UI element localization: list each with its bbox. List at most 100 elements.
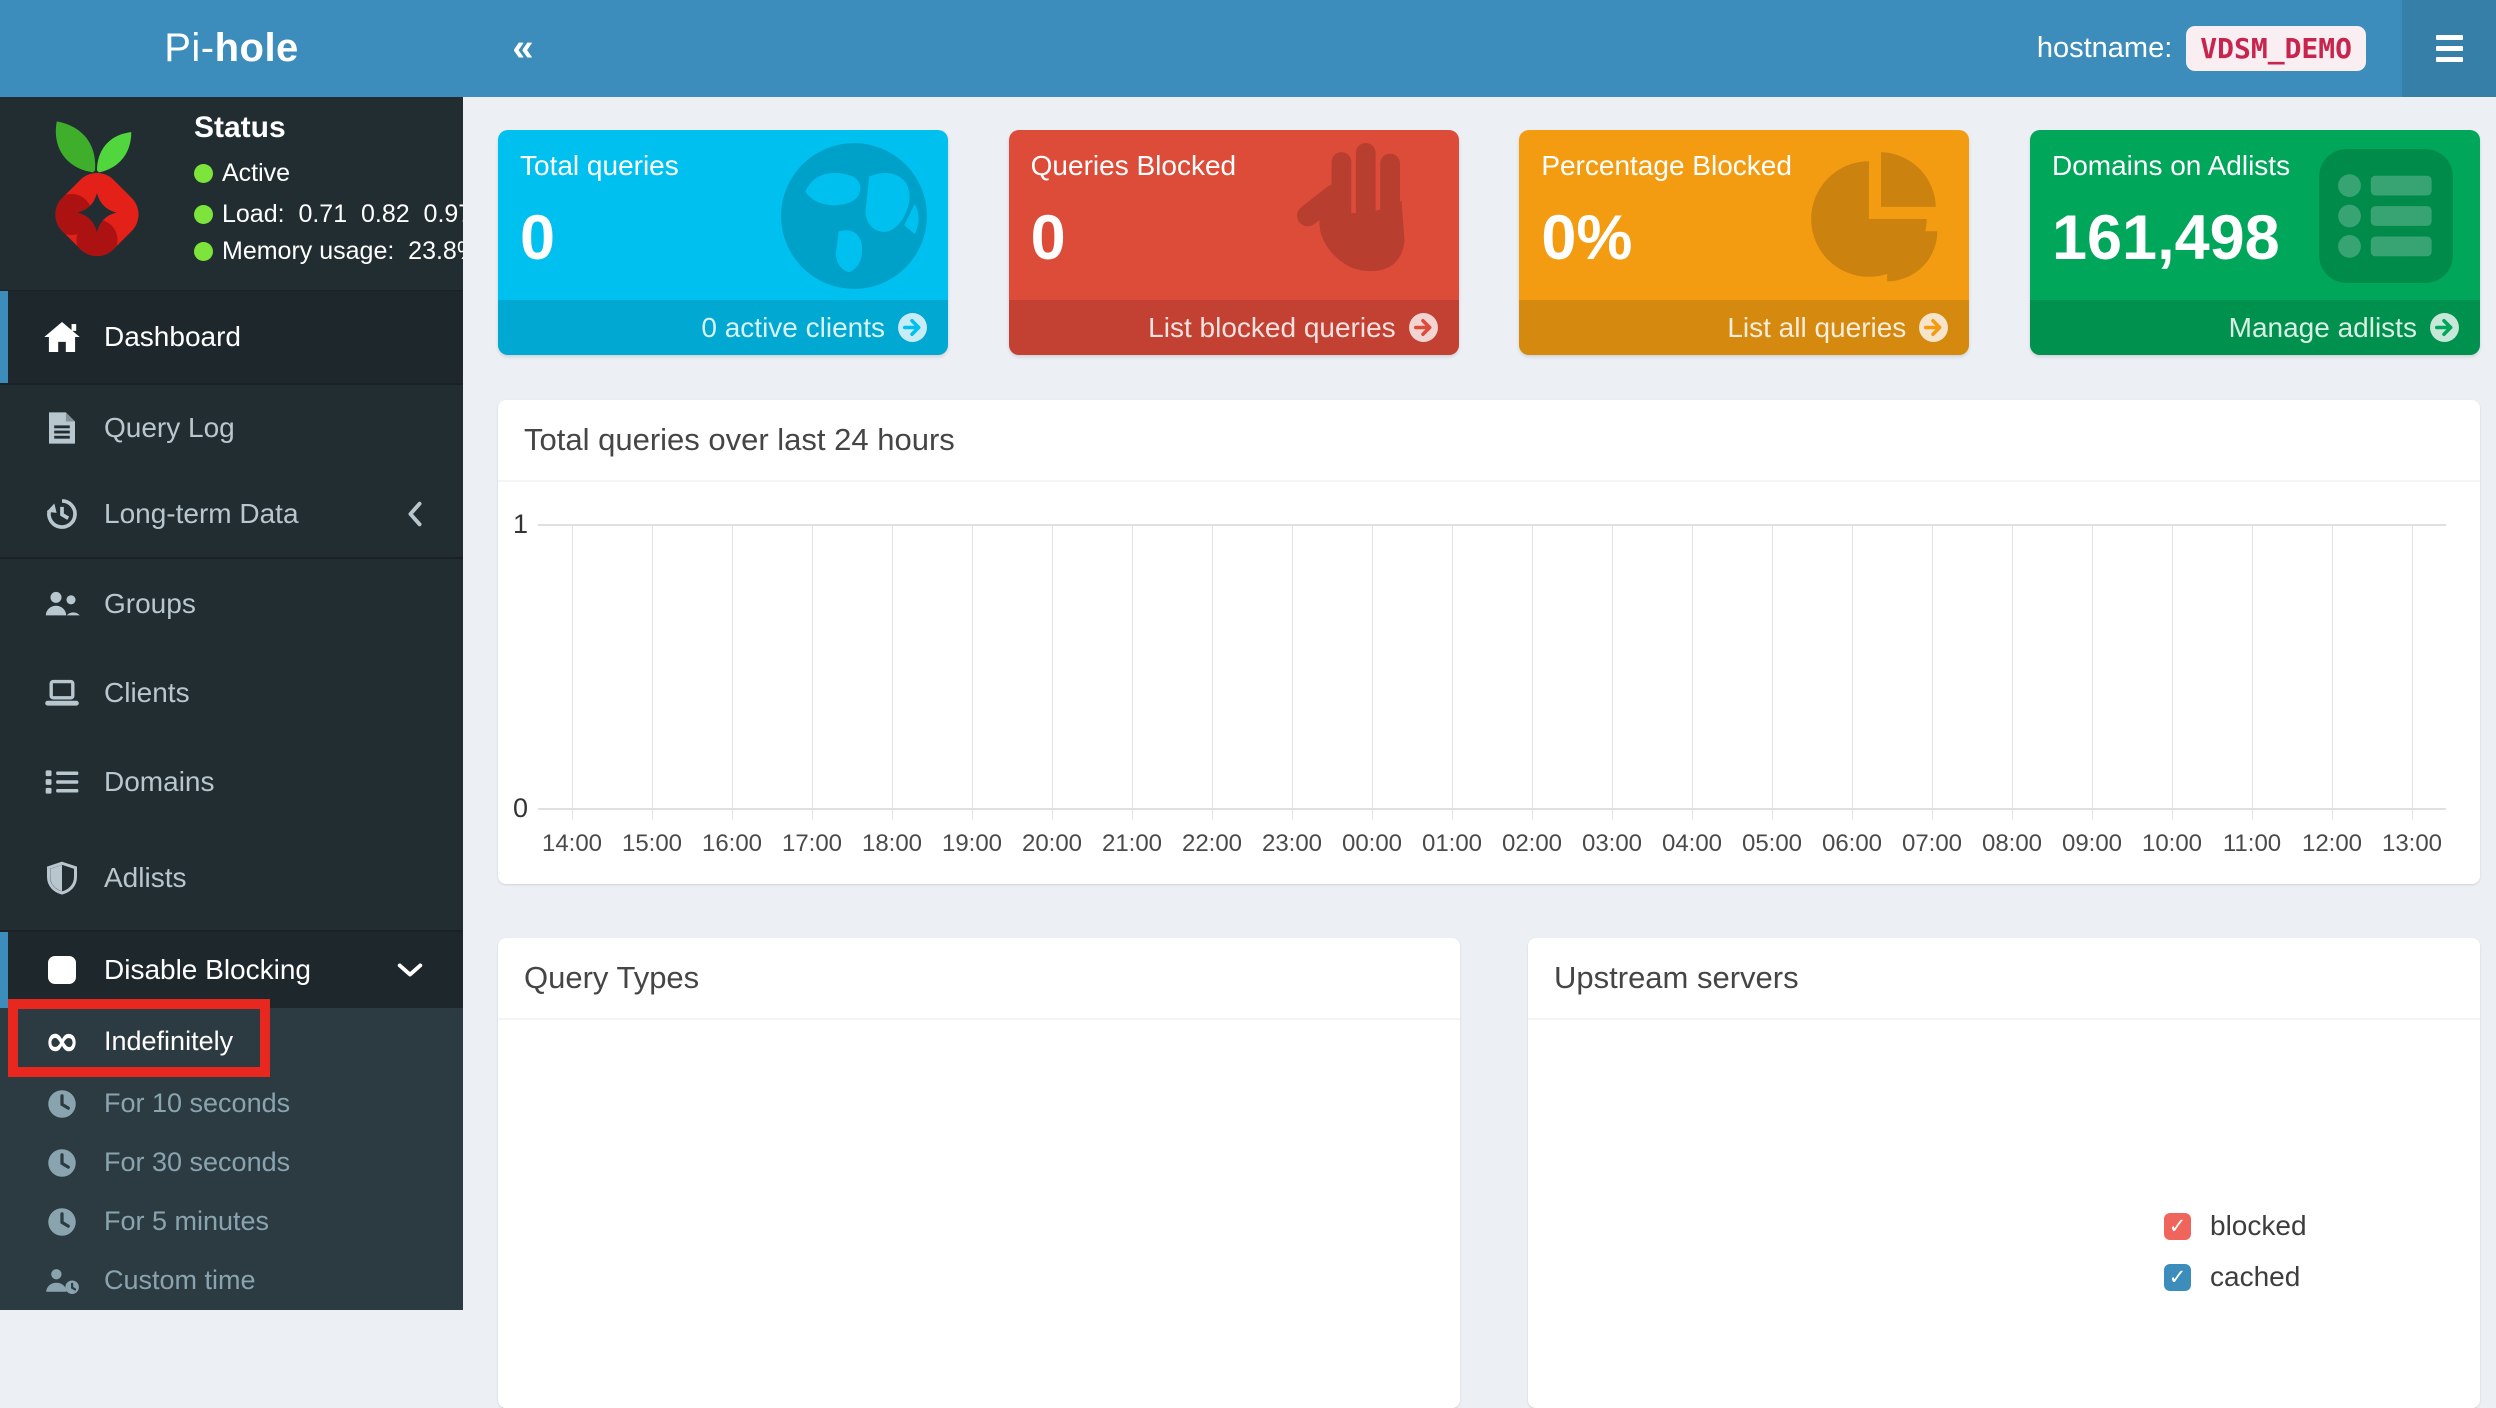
gridline-vertical [1852,524,1853,820]
sidebar-menu: Dashboard Query Log Long-term Data Group… [0,291,463,1008]
sidebar-item-long-term-data[interactable]: Long-term Data [0,470,463,557]
raspberry-logo-icon [50,121,139,261]
card-title: Queries Blocked [1030,150,1237,181]
status-dot [194,242,213,261]
clock-icon [44,1148,80,1178]
sidebar-item-label: Query Log [104,411,235,443]
gridline-vertical [1372,524,1373,820]
hamburger-icon [2435,35,2463,40]
submenu-item-for-5-minutes[interactable]: For 5 minutes [0,1192,463,1251]
x-axis-tick-label: 00:00 [1341,830,1403,857]
arrow-circle-right-icon [1408,313,1438,342]
status-title: Status [194,111,286,144]
submenu-item-label: Custom time [104,1265,256,1295]
x-axis-tick-label: 11:00 [2222,830,2282,857]
submenu-item-label: Indefinitely [104,1025,234,1056]
card-footer-link[interactable]: 0 active clients [498,300,948,355]
gridline-vertical [2172,524,2173,820]
arrow-circle-right-icon [1919,313,1949,342]
sidebar-item-label: Clients [104,676,190,708]
sidebar-item-query-log[interactable]: Query Log [0,383,463,470]
sidebar-item-groups[interactable]: Groups [0,557,463,648]
x-axis-tick-label: 16:00 [701,830,763,857]
list-alt-icon [2319,149,2453,283]
clock-icon [44,1089,80,1119]
checkbox-checked-icon: ✓ [2164,1263,2191,1291]
checkbox-checked-icon: ✓ [2164,1212,2191,1240]
sidebar-item-domains[interactable]: Domains [0,737,463,826]
x-axis-tick-label: 17:00 [781,830,843,857]
x-axis-tick-label: 19:00 [941,830,1003,857]
sidebar-collapse-button[interactable]: « [493,0,553,97]
legend-label: cached [2210,1261,2301,1292]
gridline-vertical [652,524,653,820]
sidebar-item-label: Groups [104,587,196,619]
card-value: 0 [520,203,556,273]
legend-label: blocked [2210,1210,2307,1241]
divider [1528,1018,2480,1020]
gridline-horizontal [538,524,2446,526]
users-icon [44,589,80,619]
legend-item-blocked[interactable]: ✓ blocked [2164,1210,2307,1242]
disable-blocking-submenu: ∞ Indefinitely For 10 seconds For 30 sec… [0,1008,463,1310]
x-axis-tick-label: 03:00 [1581,830,1643,857]
gridline-vertical [2252,524,2253,820]
card-value: 161,498 [2051,203,2280,273]
chart-plot[interactable]: 14:00 15:00 16:00 17:00 18:00 19:00 20:00 21:00… [498,400,2480,884]
shield-icon [44,861,80,895]
pie-chart-icon [1811,152,1938,282]
upstream-servers-title: Upstream servers [1554,960,1799,995]
sidebar-item-clients[interactable]: Clients [0,648,463,737]
gridline-vertical [812,524,813,820]
double-chevron-left-icon: « [512,27,534,69]
divider [498,480,2480,482]
hamburger-menu-button[interactable] [2402,0,2496,97]
gridline-horizontal [538,808,2446,810]
chevron-left-icon [407,501,423,527]
hostname-badge: VDSM_DEMO [2186,26,2366,71]
y-axis-tick-label: 0 [512,793,528,823]
x-axis-tick-label: 08:00 [1981,830,2043,857]
infinity-icon: ∞ [44,1016,80,1065]
submenu-item-for-10-seconds[interactable]: For 10 seconds [0,1074,463,1133]
globe-icon [781,143,927,289]
sidebar-item-label: Disable Blocking [104,954,311,985]
status-dot [194,205,213,224]
gridline-vertical [972,524,973,820]
card-title: Domains on Adlists [2051,150,2291,181]
submenu-item-custom-time[interactable]: Custom time [0,1251,463,1310]
gridline-vertical [1452,524,1453,820]
sidebar-item-label: Adlists [104,862,187,893]
x-axis-tick-label: 01:00 [1421,830,1483,857]
sidebar-item-adlists[interactable]: Adlists [0,826,463,930]
x-axis-tick-label: 23:00 [1261,830,1323,857]
divider [498,1018,1460,1020]
card-title: Percentage Blocked [1541,150,1792,181]
sidebar-item-dashboard[interactable]: Dashboard [0,291,463,383]
summary-cards: Total queries 0 0 active clients Queries… [498,130,2480,355]
upstream-servers-panel: Upstream servers ✓ blocked ✓ cached [1528,938,2480,1408]
main-content: Total queries 0 0 active clients Queries… [463,97,2496,1408]
gridline-vertical [2012,524,2013,820]
legend-item-cached[interactable]: ✓ cached [2164,1261,2307,1293]
card-domains-on-adlists: Domains on Adlists 161,498 Manage adlist… [2029,130,2480,355]
gridline-vertical [1692,524,1693,820]
x-axis-tick-label: 22:00 [1181,830,1243,857]
arrow-circle-right-icon [2430,313,2459,342]
x-axis-tick-label: 15:00 [621,830,683,857]
gridline-vertical [1292,524,1293,820]
card-footer-link[interactable]: List blocked queries [1008,300,1459,355]
gridline-vertical [1052,524,1053,820]
gridline-vertical [1532,524,1533,820]
app-logo: Pi-hole [0,0,463,97]
top-navbar: « hostname: VDSM_DEMO [463,0,2496,97]
card-footer-link[interactable]: Manage adlists [2029,300,2480,355]
sidebar-item-label: Long-term Data [104,497,299,529]
sidebar-item-disable-blocking[interactable]: Disable Blocking [0,930,463,1008]
user-clock-icon [44,1266,80,1296]
card-footer-link[interactable]: List all queries [1519,300,1970,355]
y-axis-tick-label: 1 [512,509,528,539]
submenu-item-for-30-seconds[interactable]: For 30 seconds [0,1133,463,1192]
submenu-item-indefinitely[interactable]: ∞ Indefinitely [0,1008,463,1074]
x-axis-tick-label: 06:00 [1821,830,1883,857]
